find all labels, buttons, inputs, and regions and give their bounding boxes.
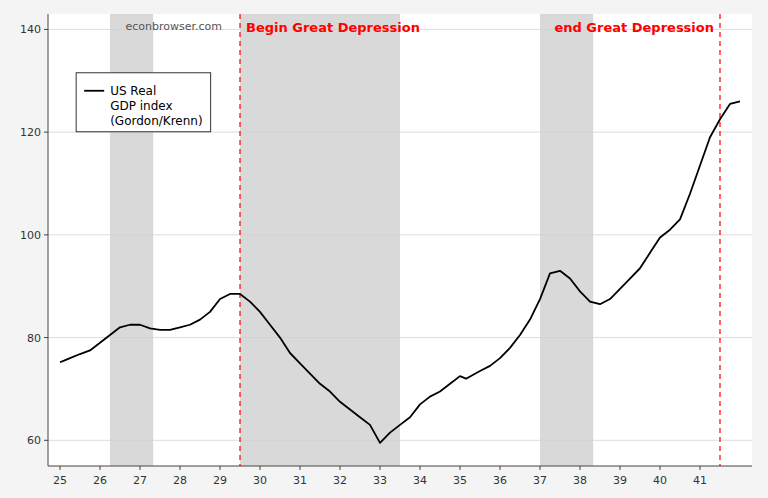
y-tick bbox=[44, 440, 48, 441]
legend-label: US RealGDP index(Gordon/Krenn) bbox=[110, 84, 202, 128]
vline-label: Begin Great Depression bbox=[246, 20, 420, 35]
watermark: econbrowser.com bbox=[125, 20, 222, 33]
y-tick-label: 140 bbox=[20, 23, 41, 36]
x-tick-label: 28 bbox=[173, 474, 187, 487]
x-tick bbox=[340, 466, 341, 470]
y-tick bbox=[44, 29, 48, 30]
plot-background bbox=[48, 14, 752, 466]
y-tick-label: 120 bbox=[20, 126, 41, 139]
x-tick-label: 26 bbox=[93, 474, 107, 487]
x-tick-label: 32 bbox=[333, 474, 347, 487]
data-line bbox=[60, 101, 740, 443]
x-tick-label: 30 bbox=[253, 474, 267, 487]
x-tick bbox=[420, 466, 421, 470]
y-tick bbox=[44, 234, 48, 235]
shaded-range bbox=[240, 14, 400, 466]
x-tick-label: 41 bbox=[693, 474, 707, 487]
x-tick bbox=[180, 466, 181, 470]
x-tick bbox=[60, 466, 61, 470]
x-tick-label: 25 bbox=[53, 474, 67, 487]
x-tick bbox=[260, 466, 261, 470]
x-tick-label: 39 bbox=[613, 474, 627, 487]
annotations: Begin Great Depression end Great Depressi… bbox=[125, 20, 714, 35]
x-tick bbox=[620, 466, 621, 470]
x-axis-line bbox=[48, 466, 752, 467]
y-tick bbox=[44, 337, 48, 338]
x-tick bbox=[540, 466, 541, 470]
y-tick-label: 100 bbox=[20, 229, 41, 242]
x-tick-label: 35 bbox=[453, 474, 467, 487]
x-tick bbox=[580, 466, 581, 470]
plot-area bbox=[60, 14, 740, 466]
legend: US RealGDP index(Gordon/Krenn) bbox=[76, 73, 210, 132]
x-tick bbox=[220, 466, 221, 470]
x-tick-label: 40 bbox=[653, 474, 667, 487]
x-tick bbox=[140, 466, 141, 470]
x-tick bbox=[700, 466, 701, 470]
x-tick-label: 29 bbox=[213, 474, 227, 487]
x-tick-label: 36 bbox=[493, 474, 507, 487]
x-tick bbox=[300, 466, 301, 470]
shaded-range bbox=[540, 14, 593, 466]
vline-label: end Great Depression bbox=[554, 20, 714, 35]
x-tick bbox=[460, 466, 461, 470]
y-tick-label: 60 bbox=[27, 434, 41, 447]
chart: 25 26 27 28 29 30 31 32 33 34 35 36 37 38 39 40 41 60 80 10… bbox=[0, 0, 768, 498]
axes: 25 26 27 28 29 30 31 32 33 34 35 36 37 38 39 40 41 60 80 10… bbox=[20, 14, 752, 487]
legend-box bbox=[76, 73, 210, 132]
x-tick-label: 27 bbox=[133, 474, 147, 487]
x-tick bbox=[380, 466, 381, 470]
vertical-line bbox=[719, 14, 720, 466]
x-tick bbox=[500, 466, 501, 470]
x-tick bbox=[660, 466, 661, 470]
x-tick-label: 31 bbox=[293, 474, 307, 487]
y-tick-label: 80 bbox=[27, 332, 41, 345]
y-tick bbox=[44, 132, 48, 133]
x-tick bbox=[100, 466, 101, 470]
x-tick-label: 33 bbox=[373, 474, 387, 487]
x-tick-label: 38 bbox=[573, 474, 587, 487]
vertical-line bbox=[239, 14, 240, 466]
y-axis-line bbox=[48, 14, 49, 466]
x-tick-label: 34 bbox=[413, 474, 427, 487]
x-tick-label: 37 bbox=[533, 474, 547, 487]
legend-swatch bbox=[84, 90, 104, 92]
